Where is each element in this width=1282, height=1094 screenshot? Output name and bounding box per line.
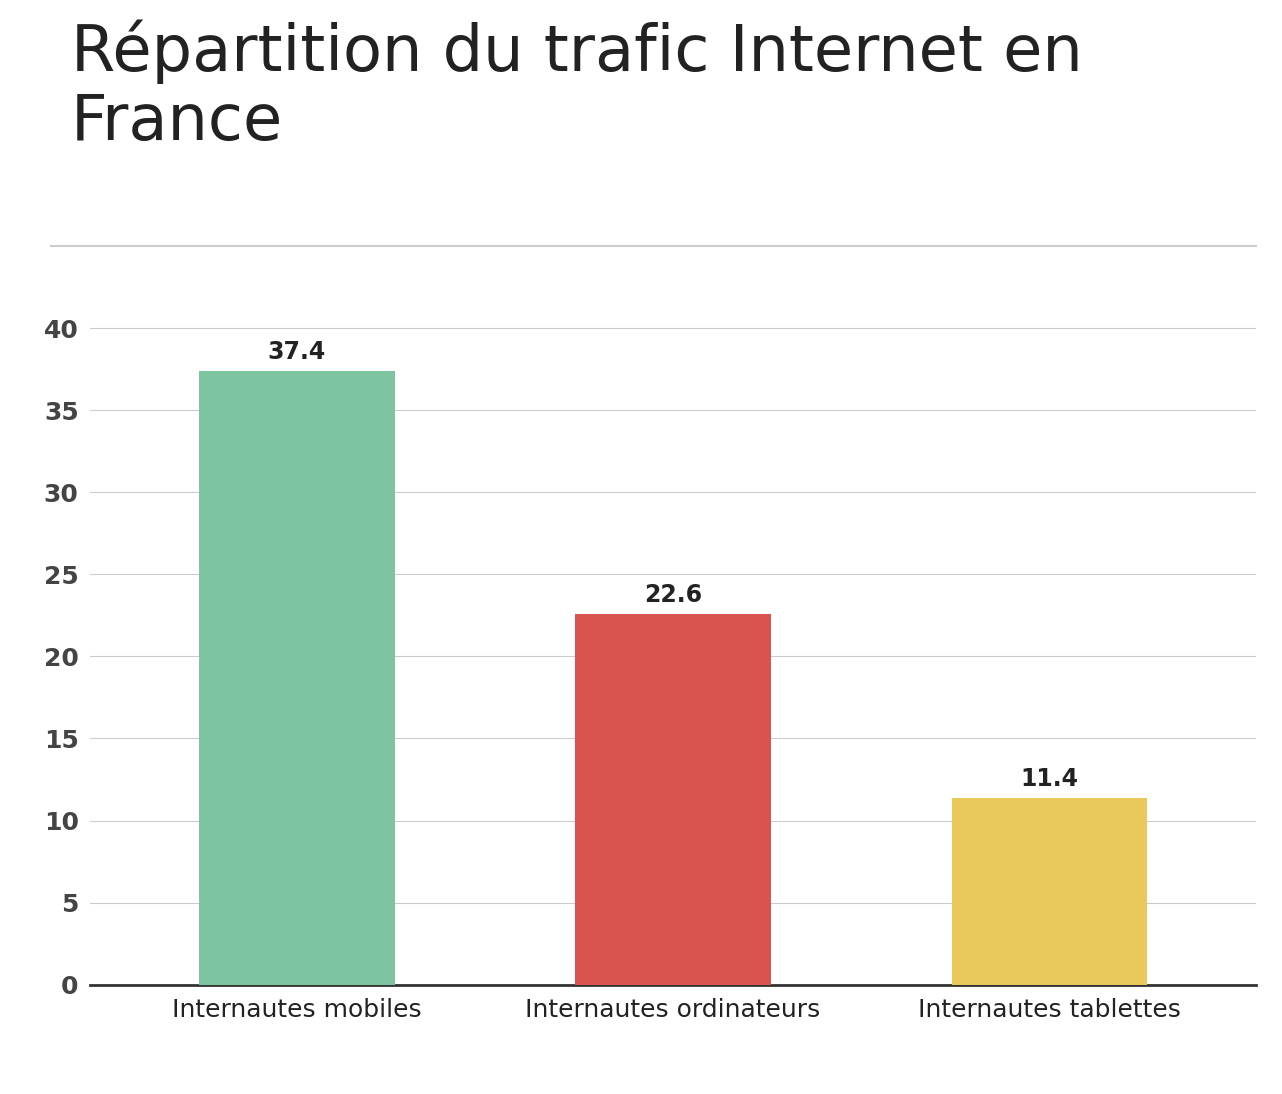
Text: Répartition du trafic Internet en
France: Répartition du trafic Internet en France — [71, 20, 1082, 153]
Bar — [951, 798, 1147, 985]
Text: 37.4: 37.4 — [268, 340, 326, 364]
Bar — [199, 371, 395, 985]
Text: 22.6: 22.6 — [644, 583, 703, 607]
Bar — [576, 614, 770, 985]
Text: 11.4: 11.4 — [1020, 767, 1078, 791]
